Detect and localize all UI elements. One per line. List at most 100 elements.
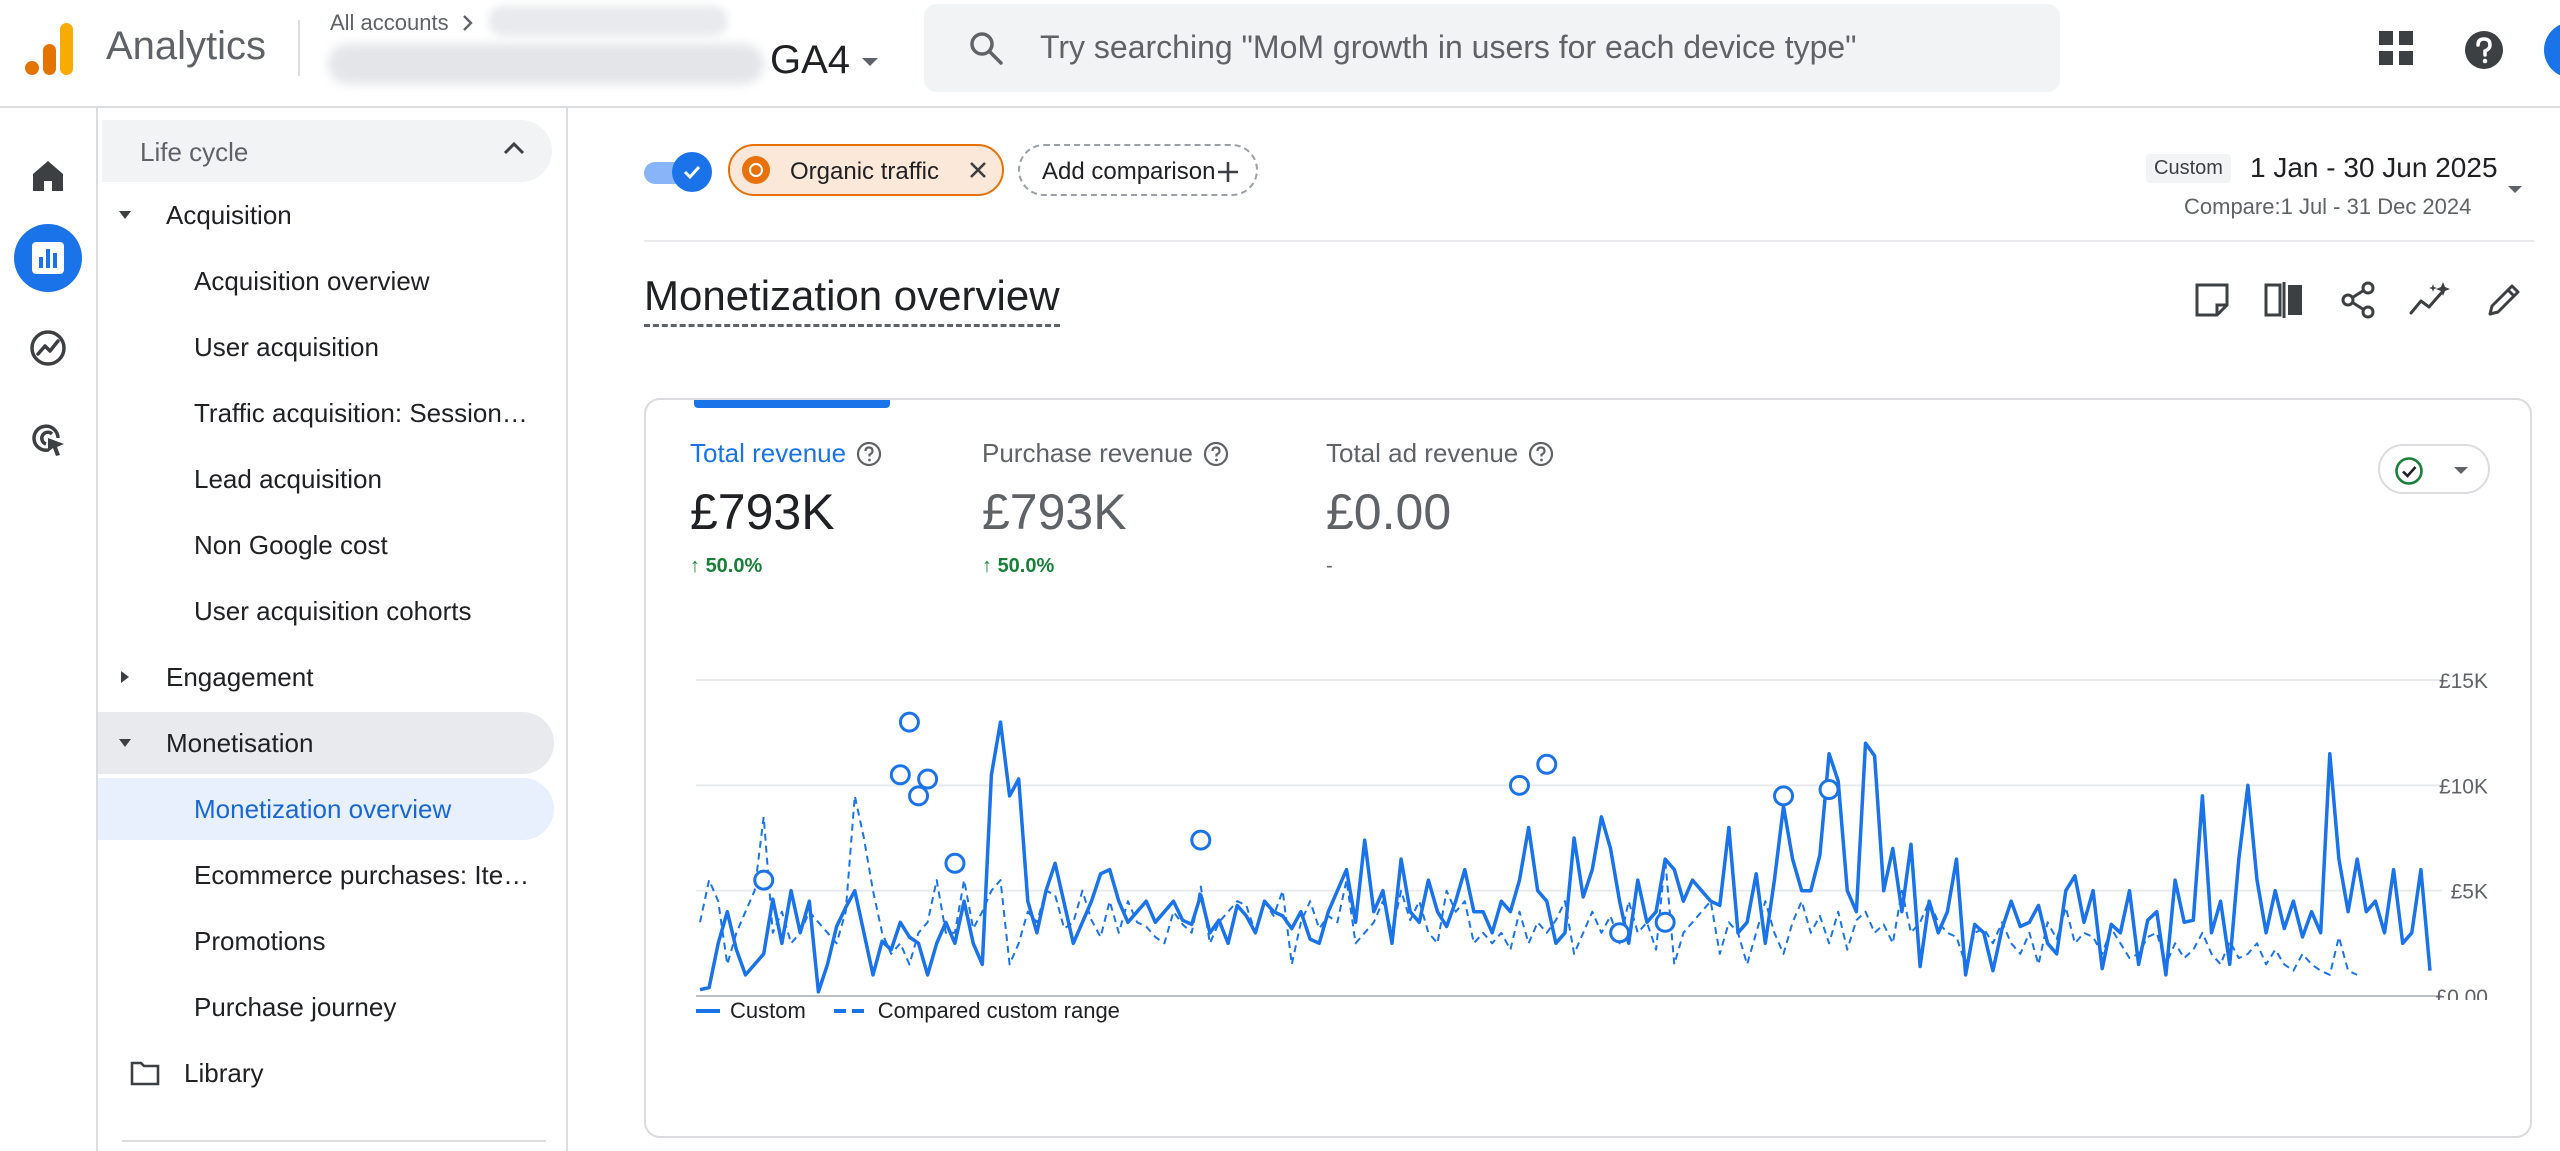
anomaly-marker <box>1190 829 1212 851</box>
search-input[interactable] <box>1040 24 2020 70</box>
edit-icon[interactable] <box>2482 278 2526 322</box>
nav-item-label: Promotions <box>194 926 326 956</box>
avatar[interactable] <box>2544 22 2560 78</box>
insights-icon[interactable] <box>2408 278 2452 322</box>
caret-down-icon[interactable] <box>862 58 878 66</box>
nav-item-promotions[interactable]: Promotions <box>98 910 554 972</box>
metric-total-revenue[interactable]: Total revenue £793K ↑ 50.0% <box>690 438 882 578</box>
reports-icon[interactable] <box>14 224 82 292</box>
caret-down-icon[interactable] <box>2508 186 2522 193</box>
nav-item-acquisition[interactable]: Acquisition <box>98 184 554 246</box>
nav-item-user-acquisition-cohorts[interactable]: User acquisition cohorts <box>98 580 554 642</box>
report-navigation: Life cycle Acquisition Acquisition overv… <box>98 108 568 1151</box>
data-quality-button[interactable] <box>2378 444 2490 494</box>
nav-item-lead-acquisition[interactable]: Lead acquisition <box>98 448 554 510</box>
legend-label: Compared custom range <box>877 998 1120 1023</box>
anomaly-marker <box>889 764 911 786</box>
y-axis: £0.00 £5K £10K £15K <box>2435 670 2488 1000</box>
help-outline-icon[interactable] <box>856 441 882 467</box>
metric-purchase-revenue[interactable]: Purchase revenue £793K ↑ 50.0% <box>982 438 1229 578</box>
date-range-picker[interactable]: 1 Jan - 30 Jun 2025 <box>2250 152 2498 183</box>
header-divider <box>298 20 300 76</box>
nav-item-engagement[interactable]: Engagement <box>98 646 554 708</box>
add-comparison-button[interactable]: Add comparison <box>1018 144 1258 196</box>
divider <box>122 1140 546 1142</box>
anomaly-marker <box>1609 922 1631 944</box>
advertising-icon[interactable] <box>14 404 82 472</box>
search-bar[interactable] <box>924 4 2060 92</box>
caret-down-icon <box>119 211 131 219</box>
metric-label: Purchase revenue <box>982 438 1194 468</box>
legend-item-compared[interactable]: Compared custom range <box>833 998 1120 1024</box>
chart-legend: Custom Compared custom range <box>696 998 1120 1024</box>
metric-total-ad-revenue[interactable]: Total ad revenue £0.00 - <box>1326 438 1554 578</box>
metric-label: Total revenue <box>690 438 847 468</box>
arrow-up-icon: ↑ <box>690 555 706 577</box>
legend-item-custom[interactable]: Custom <box>696 998 806 1024</box>
close-icon[interactable] <box>966 158 990 182</box>
breadcrumb[interactable]: All accounts <box>330 10 475 36</box>
comparison-chip-organic-traffic[interactable]: Organic traffic <box>728 144 1004 196</box>
metric-value: £793K <box>982 484 1127 540</box>
customize-report-icon[interactable] <box>2190 278 2234 322</box>
property-selector[interactable]: GA4 <box>770 38 851 82</box>
page-title[interactable]: Monetization overview <box>644 272 1060 327</box>
nav-section-life-cycle[interactable]: Life cycle <box>102 120 552 182</box>
nav-section-label: Life cycle <box>140 137 249 167</box>
analytics-logo[interactable] <box>24 22 74 76</box>
metric-label: Total ad revenue <box>1326 438 1519 468</box>
y-tick-label: £5K <box>2451 881 2488 904</box>
nav-item-label: Monetization overview <box>194 794 452 824</box>
series-line-custom <box>699 720 2432 994</box>
caret-right-icon <box>121 671 129 683</box>
comparison-toggle[interactable] <box>644 152 712 192</box>
revenue-line-chart: 01Jan01Feb01Mar01Apr01May01Jun01Jul £0.0… <box>696 670 2488 1000</box>
metric-change: - <box>1326 555 1333 577</box>
nav-item-monetization-overview[interactable]: Monetization overview <box>98 778 554 840</box>
chart-grid <box>696 679 2442 997</box>
segment-dot-icon <box>742 156 770 184</box>
nav-item-user-acquisition[interactable]: User acquisition <box>98 316 554 378</box>
chevron-right-icon <box>455 10 475 35</box>
nav-item-acquisition-overview[interactable]: Acquisition overview <box>98 250 554 312</box>
legend-solid-line-icon <box>696 1009 720 1013</box>
help-outline-icon[interactable] <box>1528 441 1554 467</box>
anomaly-marker <box>908 785 930 807</box>
nav-item-purchase-journey[interactable]: Purchase journey <box>98 976 554 1038</box>
nav-item-label: Library <box>184 1058 264 1088</box>
compare-date-range[interactable]: Compare:1 Jul - 31 Dec 2024 <box>2184 194 2472 219</box>
app-name: Analytics <box>106 24 267 68</box>
folder-icon <box>130 1061 160 1086</box>
chevron-up-icon[interactable] <box>502 140 526 156</box>
caret-down-icon <box>2454 467 2468 474</box>
anomaly-marker <box>1508 774 1530 796</box>
nav-item-traffic-acquisition[interactable]: Traffic acquisition: Session… <box>98 382 554 444</box>
arrow-up-icon: ↑ <box>982 555 998 577</box>
anomaly-marker <box>1654 911 1676 933</box>
nav-item-monetisation[interactable]: Monetisation <box>98 712 554 774</box>
nav-item-label: User acquisition <box>194 332 379 362</box>
date-range-type-badge: Custom <box>2146 154 2231 183</box>
nav-item-ecommerce-purchases[interactable]: Ecommerce purchases: Ite… <box>98 844 554 906</box>
y-tick-label: £0.00 <box>2435 986 2488 1000</box>
home-icon[interactable] <box>14 142 82 210</box>
apps-grid-icon[interactable] <box>2378 30 2414 71</box>
compare-icon[interactable] <box>2262 278 2306 322</box>
breadcrumb-all-accounts[interactable]: All accounts <box>330 10 449 35</box>
nav-item-library[interactable]: Library <box>98 1042 554 1104</box>
account-name-redacted <box>328 44 764 84</box>
plus-icon <box>1218 162 1238 182</box>
explore-icon[interactable] <box>14 314 82 382</box>
nav-item-label: Non Google cost <box>194 530 388 560</box>
nav-item-label: Purchase journey <box>194 992 397 1022</box>
top-bar: Analytics All accounts GA4 <box>0 0 2560 108</box>
account-name-redacted <box>488 6 728 36</box>
share-icon[interactable] <box>2336 278 2380 322</box>
nav-item-non-google-cost[interactable]: Non Google cost <box>98 514 554 576</box>
help-outline-icon[interactable] <box>1203 441 1229 467</box>
nav-item-label: Ecommerce purchases: Ite… <box>194 860 530 890</box>
help-icon[interactable] <box>2464 30 2504 75</box>
anomaly-marker <box>1773 785 1795 807</box>
revenue-chart-card: Total revenue £793K ↑ 50.0% Purchase rev… <box>644 398 2532 1138</box>
check-circle-icon <box>2395 457 2423 485</box>
